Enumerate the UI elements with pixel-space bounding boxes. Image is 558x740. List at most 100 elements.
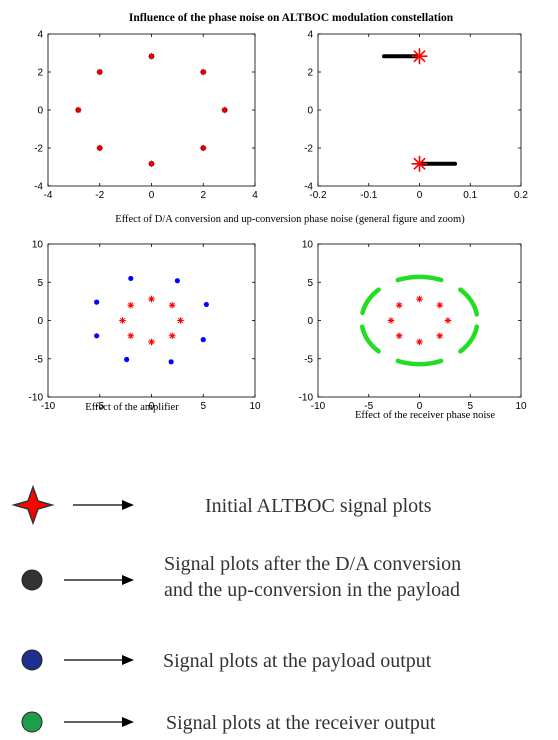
y-tick-label: 0 bbox=[37, 106, 43, 117]
y-tick-label: -4 bbox=[304, 182, 313, 193]
data-point bbox=[200, 337, 206, 343]
data-point bbox=[168, 359, 174, 365]
legend-label: Signal plots at the receiver output bbox=[166, 712, 436, 734]
y-tick-label: -5 bbox=[304, 354, 313, 365]
data-point bbox=[203, 301, 209, 308]
figure-title: Influence of the phase noise on ALTBOC m… bbox=[129, 12, 454, 24]
data-point bbox=[387, 317, 395, 324]
data-point bbox=[96, 68, 104, 76]
x-tick-label: 10 bbox=[515, 401, 527, 412]
plot-top-right: -0.2 -0.1 0 0.1 0.2 -4 -2 0 2 4 bbox=[304, 30, 528, 202]
legend-star-icon bbox=[11, 484, 55, 526]
x-tick-label: -10 bbox=[41, 401, 56, 412]
y-tick-label: -10 bbox=[299, 393, 314, 404]
x-tick-label: 0 bbox=[417, 401, 423, 412]
data-point bbox=[199, 144, 207, 152]
legend-item: Signal plots after the D/A conversion and… bbox=[21, 553, 461, 601]
data-point bbox=[74, 106, 82, 114]
y-tick-label: 4 bbox=[37, 30, 43, 41]
data-arc bbox=[360, 287, 381, 316]
plot-frame bbox=[47, 243, 256, 398]
plot-top-left: -4 -2 0 2 4 -4 -2 0 2 4 bbox=[34, 30, 258, 202]
y-tick-label: 4 bbox=[307, 30, 313, 41]
data-point bbox=[168, 301, 176, 309]
data-point bbox=[177, 317, 184, 324]
data-point bbox=[436, 332, 444, 340]
data-point bbox=[416, 338, 423, 346]
plot-bottom-left: -10 -5 0 5 10 -10 -5 0 5 10 bbox=[29, 240, 261, 413]
y-tick-label: -10 bbox=[29, 393, 44, 404]
arrow-head-icon bbox=[122, 655, 134, 665]
x-tick-label: 0.1 bbox=[463, 190, 477, 201]
x-tick-label: -5 bbox=[95, 401, 104, 412]
data-point bbox=[148, 338, 155, 346]
y-tick-label: 0 bbox=[37, 316, 43, 327]
data-arc bbox=[359, 324, 381, 354]
y-tick-label: -2 bbox=[304, 144, 313, 155]
y-tick-label: 10 bbox=[32, 240, 44, 251]
legend-circle-icon bbox=[21, 649, 43, 671]
data-point bbox=[94, 299, 100, 305]
data-point bbox=[395, 332, 403, 340]
data-point bbox=[119, 317, 126, 324]
y-tick-label: 5 bbox=[37, 278, 43, 289]
plot-bottom-right: -10 -5 0 5 10 -10 -5 0 5 10 bbox=[299, 240, 527, 413]
x-tick-label: 5 bbox=[200, 401, 206, 412]
x-tick-label: -0.2 bbox=[309, 190, 327, 201]
x-tick-label: 4 bbox=[252, 190, 258, 201]
legend-item: Signal plots at the payload output bbox=[21, 649, 432, 672]
y-tick-label: 0 bbox=[307, 316, 313, 327]
data-point bbox=[94, 333, 100, 339]
x-tick-label: -4 bbox=[44, 190, 53, 201]
plot-frame bbox=[317, 243, 522, 398]
data-point bbox=[444, 317, 452, 324]
legend: Initial ALTBOC signal plots Signal plots … bbox=[11, 484, 461, 734]
data-point bbox=[411, 48, 428, 65]
caption-receiver: Effect of the receiver phase noise bbox=[355, 410, 495, 421]
x-tick-label: 0.2 bbox=[514, 190, 528, 201]
data-point bbox=[148, 52, 155, 60]
legend-item: Signal plots at the receiver output bbox=[21, 711, 436, 734]
y-tick-label: 10 bbox=[302, 240, 314, 251]
y-tick-label: 5 bbox=[307, 278, 313, 289]
y-tick-label: 0 bbox=[307, 106, 313, 117]
caption-amplifier: Effect of the amplifier bbox=[85, 402, 179, 413]
arrow-head-icon bbox=[122, 717, 134, 727]
legend-item: Initial ALTBOC signal plots bbox=[11, 484, 432, 526]
x-tick-label: 2 bbox=[200, 190, 206, 201]
arrow-head-icon bbox=[122, 575, 134, 585]
data-point bbox=[174, 278, 180, 284]
x-tick-label: -10 bbox=[311, 401, 326, 412]
data-point bbox=[199, 68, 207, 76]
data-point bbox=[127, 332, 135, 340]
legend-circle-icon bbox=[21, 711, 43, 733]
data-arc bbox=[458, 324, 480, 354]
x-tick-label: -2 bbox=[95, 190, 104, 201]
legend-circle-icon bbox=[21, 569, 43, 591]
x-tick-label: 0 bbox=[417, 190, 423, 201]
data-point bbox=[148, 160, 155, 168]
data-arc bbox=[395, 358, 444, 367]
x-tick-label: -0.1 bbox=[360, 190, 378, 201]
data-point bbox=[168, 332, 176, 340]
y-tick-label: 2 bbox=[307, 68, 313, 79]
data-point bbox=[436, 301, 444, 309]
data-point bbox=[96, 144, 104, 152]
legend-label: Initial ALTBOC signal plots bbox=[205, 495, 432, 517]
data-point bbox=[128, 275, 134, 282]
legend-label: Signal plots at the payload output bbox=[163, 650, 432, 672]
x-tick-label: -5 bbox=[364, 401, 373, 412]
x-tick-label: 5 bbox=[467, 401, 473, 412]
data-arc bbox=[395, 274, 444, 283]
data-arc bbox=[458, 287, 480, 317]
y-tick-label: -4 bbox=[34, 182, 43, 193]
arrow-head-icon bbox=[122, 500, 134, 510]
data-point bbox=[411, 155, 428, 172]
data-point bbox=[416, 295, 423, 303]
y-tick-label: -2 bbox=[34, 144, 43, 155]
x-tick-label: 10 bbox=[249, 401, 261, 412]
y-tick-label: -5 bbox=[34, 354, 43, 365]
legend-label: Signal plots after the D/A conversion and… bbox=[164, 553, 461, 601]
caption-top: Effect of D/A conversion and up-conversi… bbox=[115, 214, 465, 225]
